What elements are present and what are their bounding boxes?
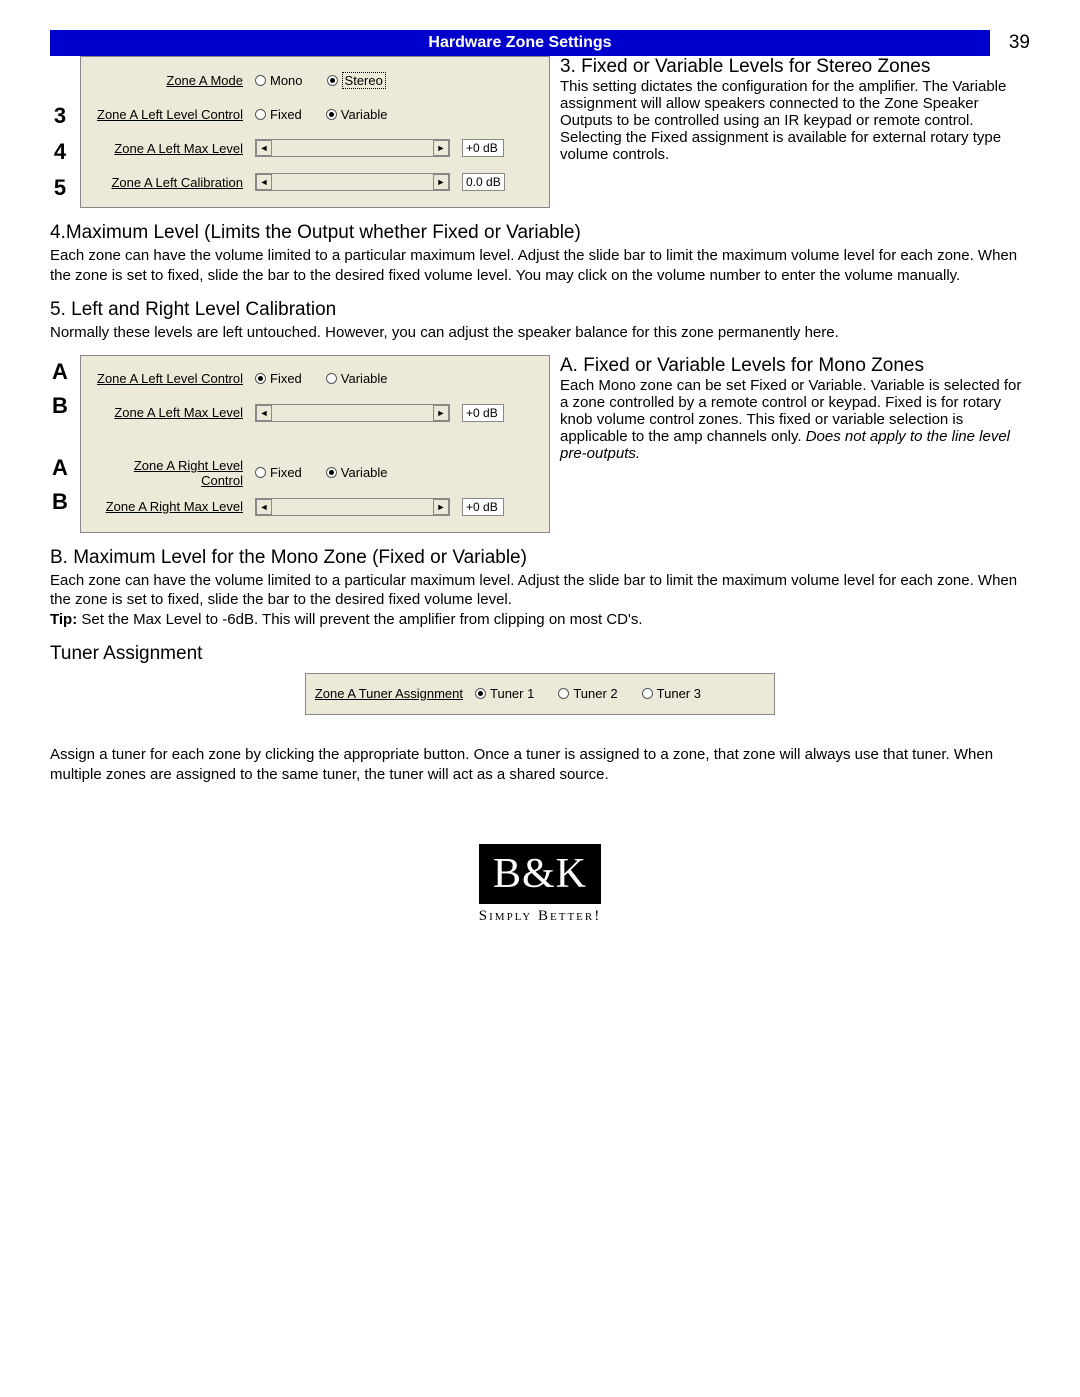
right-max-level-value[interactable]: +0 dB xyxy=(462,498,504,516)
tuner-assignment-label: Zone A Tuner Assignment xyxy=(314,686,469,701)
section-3-text: 3. Fixed or Variable Levels for Stereo Z… xyxy=(560,56,1030,163)
left-max-level-slider2[interactable]: ◄► xyxy=(255,404,450,422)
tuner-panel: Zone A Tuner Assignment Tuner 1 Tuner 2 … xyxy=(305,673,775,715)
section-a-text: A. Fixed or Variable Levels for Mono Zon… xyxy=(560,355,1030,462)
fixed-radio-3[interactable]: Fixed xyxy=(255,465,302,480)
arrow-right-icon[interactable]: ► xyxy=(433,174,449,190)
section-3-body: This setting dictates the configuration … xyxy=(560,78,1030,163)
tuner-heading: Tuner Assignment xyxy=(50,643,1030,665)
section-a-heading: A. Fixed or Variable Levels for Mono Zon… xyxy=(560,355,1030,377)
section-5-body: Normally these levels are left untouched… xyxy=(50,323,1030,343)
tip-text: Set the Max Level to -6dB. This will pre… xyxy=(77,611,642,628)
marker-b1: B xyxy=(50,389,70,423)
tuner-body: Assign a tuner for each zone by clicking… xyxy=(50,745,1030,784)
logo-brand: B&K xyxy=(479,844,601,904)
row-letters: A B A B xyxy=(50,355,70,519)
stereo-panel: Zone A Mode Mono Stereo Zone A Left Leve… xyxy=(80,56,550,208)
arrow-left-icon[interactable]: ◄ xyxy=(256,174,272,190)
variable-radio[interactable]: Variable xyxy=(326,107,388,122)
left-max-level-label: Zone A Left Max Level xyxy=(89,141,249,156)
fixed-radio-2[interactable]: Fixed xyxy=(255,371,302,386)
section-3-heading: 3. Fixed or Variable Levels for Stereo Z… xyxy=(560,56,1030,78)
left-max-level-slider[interactable]: ◄► xyxy=(255,139,450,157)
marker-b2: B xyxy=(50,485,70,519)
left-max-level-value[interactable]: +0 dB xyxy=(462,139,504,157)
left-calibration-slider[interactable]: ◄► xyxy=(255,173,450,191)
page-header: Hardware Zone Settings 39 xyxy=(50,30,1030,56)
row-numbers: 3 4 5 xyxy=(50,56,70,206)
marker-4: 4 xyxy=(50,134,70,170)
mono-panel: Zone A Left Level Control Fixed Variable… xyxy=(80,355,550,533)
arrow-right-icon[interactable]: ► xyxy=(433,405,449,421)
left-max-level-label2: Zone A Left Max Level xyxy=(89,405,249,420)
section-b-heading: B. Maximum Level for the Mono Zone (Fixe… xyxy=(50,547,1030,569)
tuner2-radio[interactable]: Tuner 2 xyxy=(558,686,617,701)
arrow-right-icon[interactable]: ► xyxy=(433,140,449,156)
marker-3: 3 xyxy=(50,98,70,134)
header-title: Hardware Zone Settings xyxy=(50,30,990,56)
section-b-body: Each zone can have the volume limited to… xyxy=(50,571,1030,630)
tuner1-radio[interactable]: Tuner 1 xyxy=(475,686,534,701)
right-max-level-label: Zone A Right Max Level xyxy=(89,499,249,514)
tip-label: Tip: xyxy=(50,611,77,628)
variable-radio-2[interactable]: Variable xyxy=(326,371,388,386)
stereo-radio[interactable]: Stereo xyxy=(327,72,386,89)
arrow-left-icon[interactable]: ◄ xyxy=(256,140,272,156)
left-max-level-value2[interactable]: +0 dB xyxy=(462,404,504,422)
left-level-control-label: Zone A Left Level Control xyxy=(89,107,249,122)
marker-5: 5 xyxy=(50,170,70,206)
logo: B&K Simply Better! xyxy=(50,844,1030,925)
arrow-right-icon[interactable]: ► xyxy=(433,499,449,515)
marker-a1: A xyxy=(50,355,70,389)
arrow-left-icon[interactable]: ◄ xyxy=(256,405,272,421)
variable-radio-3[interactable]: Variable xyxy=(326,465,388,480)
left-calibration-value[interactable]: 0.0 dB xyxy=(462,173,505,191)
section-5-heading: 5. Left and Right Level Calibration xyxy=(50,299,1030,321)
zone-mode-label: Zone A Mode xyxy=(89,73,249,88)
section-4-heading: 4.Maximum Level (Limits the Output wheth… xyxy=(50,222,1030,244)
right-max-level-slider[interactable]: ◄► xyxy=(255,498,450,516)
mono-radio[interactable]: Mono xyxy=(255,73,303,88)
fixed-radio[interactable]: Fixed xyxy=(255,107,302,122)
tuner3-radio[interactable]: Tuner 3 xyxy=(642,686,701,701)
left-level-control-label2: Zone A Left Level Control xyxy=(89,371,249,386)
right-level-control-label: Zone A Right Level Control xyxy=(89,458,249,488)
left-calibration-label: Zone A Left Calibration xyxy=(89,175,249,190)
page-number: 39 xyxy=(990,32,1030,54)
section-4-body: Each zone can have the volume limited to… xyxy=(50,246,1030,285)
marker-a2: A xyxy=(50,451,70,485)
logo-tagline: Simply Better! xyxy=(50,908,1030,925)
arrow-left-icon[interactable]: ◄ xyxy=(256,499,272,515)
